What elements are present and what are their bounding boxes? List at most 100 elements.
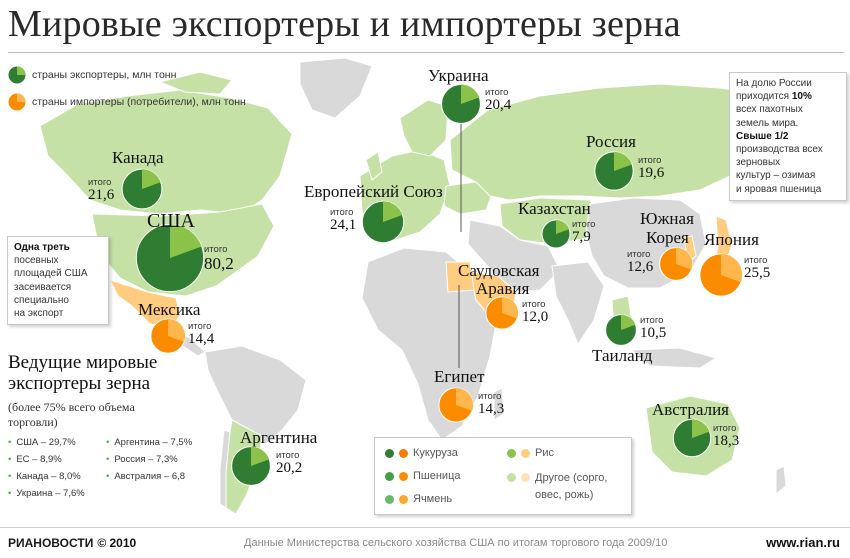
- exporters-block-title: Ведущие мировые экспортеры зерна: [8, 352, 158, 395]
- madagascar-land: [493, 387, 505, 421]
- country-name-mexico: Мексика: [138, 300, 201, 319]
- country-name-ukraine: Украина: [428, 66, 489, 85]
- pie-slice-ukraine: [461, 84, 480, 104]
- country-name-russia: Россия: [586, 132, 636, 151]
- country-total-kazakhstan: итого 7,9: [572, 219, 596, 245]
- crop-legend: Кукуруза Пшеница Ячмень Рис Другое (сорг…: [374, 437, 632, 515]
- wheat-import-swatch: [399, 471, 408, 481]
- corn-import-swatch: [399, 448, 408, 458]
- country-total-russia: итого 19,6: [638, 155, 665, 181]
- exporter-pie-icon: [8, 66, 26, 84]
- pie-slice-eu: [383, 201, 403, 222]
- pie-slice-japan: [721, 253, 743, 283]
- legend-importers: страны импортеры (потребители), млн тонн: [8, 93, 246, 111]
- exporter-share-russia: Россия – 7,3%: [106, 451, 192, 468]
- barley-import-swatch: [399, 494, 408, 504]
- legend-exporters-label: страны экспортеры, млн тонн: [32, 69, 177, 81]
- importer-pie-icon: [8, 93, 26, 111]
- country-name-thailand: Таиланд: [592, 346, 653, 365]
- country-total-ukraine: итого 20,4: [485, 87, 512, 113]
- uk-land: [365, 151, 383, 181]
- pie-slice-saudi: [502, 296, 519, 319]
- middle-east-land: [467, 219, 561, 293]
- exporter-share-argentina: Аргентина – 7,5%: [106, 434, 192, 451]
- title-divider: [8, 52, 844, 53]
- exporter-share-eu: ЕС – 8,9%: [8, 451, 85, 468]
- pie-slice-egypt: [456, 387, 474, 411]
- exporter-share-australia: Австралия – 6,8: [106, 468, 192, 485]
- footer: РИАНОВОСТИ © 2010 Данные Министерства сел…: [0, 527, 850, 558]
- usa-note: Одна треть посевных площадей США засеива…: [7, 236, 109, 326]
- legend-importers-label: страны импортеры (потребители), млн тонн: [32, 96, 246, 108]
- page-title: Мировые экспортеры и импортеры зерна: [8, 3, 681, 45]
- india-land: [551, 261, 605, 346]
- other-import-swatch: [521, 473, 530, 482]
- crop-legend-other: Другое (сорго, овес, рожь): [507, 470, 607, 503]
- country-name-korea: Южная Корея: [640, 209, 694, 247]
- country-total-japan: итого 25,5: [744, 255, 771, 281]
- pie-slice-kazakhstan: [556, 220, 570, 234]
- world-map: [39, 57, 821, 515]
- pie-slice-usa: [170, 224, 202, 258]
- country-name-argentina: Аргентина: [240, 428, 318, 447]
- exporter-share-usa: США – 29,7%: [8, 434, 85, 451]
- country-total-korea: итого 12,6: [627, 249, 654, 275]
- arctic-islands: [158, 71, 233, 95]
- rice-export-swatch: [507, 448, 516, 458]
- country-total-usa: итого 80,2: [204, 244, 234, 273]
- barley-export-swatch: [385, 494, 394, 504]
- country-total-thailand: итого 10,5: [640, 315, 667, 341]
- site-link[interactable]: www.rian.ru: [766, 535, 840, 550]
- country-total-eu: итого 24,1: [330, 207, 357, 233]
- canada-land: [39, 89, 293, 215]
- country-name-saudi: Саудовская Аравия: [458, 261, 540, 299]
- ria-novosti-logo: РИАНОВОСТИ © 2010: [8, 536, 137, 550]
- exporter-share-ukraine: Украина – 7,6%: [8, 485, 84, 502]
- legend-exporters: страны экспортеры, млн тонн: [8, 66, 176, 84]
- crop-legend-barley: Ячмень: [385, 493, 452, 505]
- pie-slice-australia: [692, 419, 710, 438]
- country-name-australia: Австралия: [652, 400, 729, 419]
- source-note: Данные Министерства сельского хозяйства …: [244, 537, 668, 549]
- pie-slice-argentina: [251, 446, 270, 466]
- russia-note: На долю России приходится 10% всех пахот…: [729, 72, 847, 201]
- pie-slice-korea: [676, 247, 693, 270]
- pie-slice-thailand: [621, 314, 636, 330]
- exporters-list-left: США – 29,7% ЕС – 8,9% Канада – 8,0% Укра…: [8, 434, 85, 502]
- country-name-japan: Япония: [704, 230, 759, 249]
- country-name-kazakhstan: Казахстан: [518, 199, 591, 218]
- usa-note-bold: Одна треть: [14, 242, 70, 253]
- exporters-block-subtitle: (более 75% всего объема торговли): [8, 400, 135, 429]
- exporters-list-right: Аргентина – 7,5% Россия – 7,3% Австралия…: [106, 434, 192, 485]
- country-total-argentina: итого 20,2: [276, 450, 303, 476]
- nz-land: [775, 465, 787, 496]
- exporter-share-canada: Канада – 8,0%: [8, 468, 85, 485]
- country-name-usa: США: [147, 210, 195, 232]
- country-total-egypt: итого 14,3: [478, 391, 505, 417]
- south-america-land: [204, 345, 307, 445]
- scandinavia-land: [399, 99, 449, 157]
- country-name-egypt: Египет: [434, 367, 485, 386]
- pie-slice-russia: [614, 151, 633, 171]
- country-name-canada: Канада: [112, 148, 164, 167]
- country-pies: [121, 84, 743, 486]
- country-total-mexico: итого 14,4: [188, 321, 215, 347]
- other-export-swatch: [507, 473, 516, 482]
- indonesia-land: [630, 347, 718, 369]
- rice-import-swatch: [521, 448, 530, 458]
- country-total-saudi: итого 12,0: [522, 299, 549, 325]
- crop-legend-wheat: Пшеница: [385, 470, 461, 482]
- country-name-eu: Европейский Союз: [304, 182, 443, 201]
- country-total-canada: итого 21,6: [88, 177, 115, 203]
- wheat-export-swatch: [385, 471, 394, 481]
- pie-slice-canada: [142, 169, 161, 189]
- country-total-australia: итого 18,3: [713, 423, 740, 449]
- corn-export-swatch: [385, 448, 394, 458]
- crop-legend-rice: Рис: [507, 447, 554, 459]
- crop-legend-corn: Кукуруза: [385, 447, 458, 459]
- pie-slice-mexico: [168, 318, 186, 342]
- egypt-land: [445, 261, 475, 293]
- chile-land: [219, 429, 231, 509]
- greenland-land: [299, 57, 373, 119]
